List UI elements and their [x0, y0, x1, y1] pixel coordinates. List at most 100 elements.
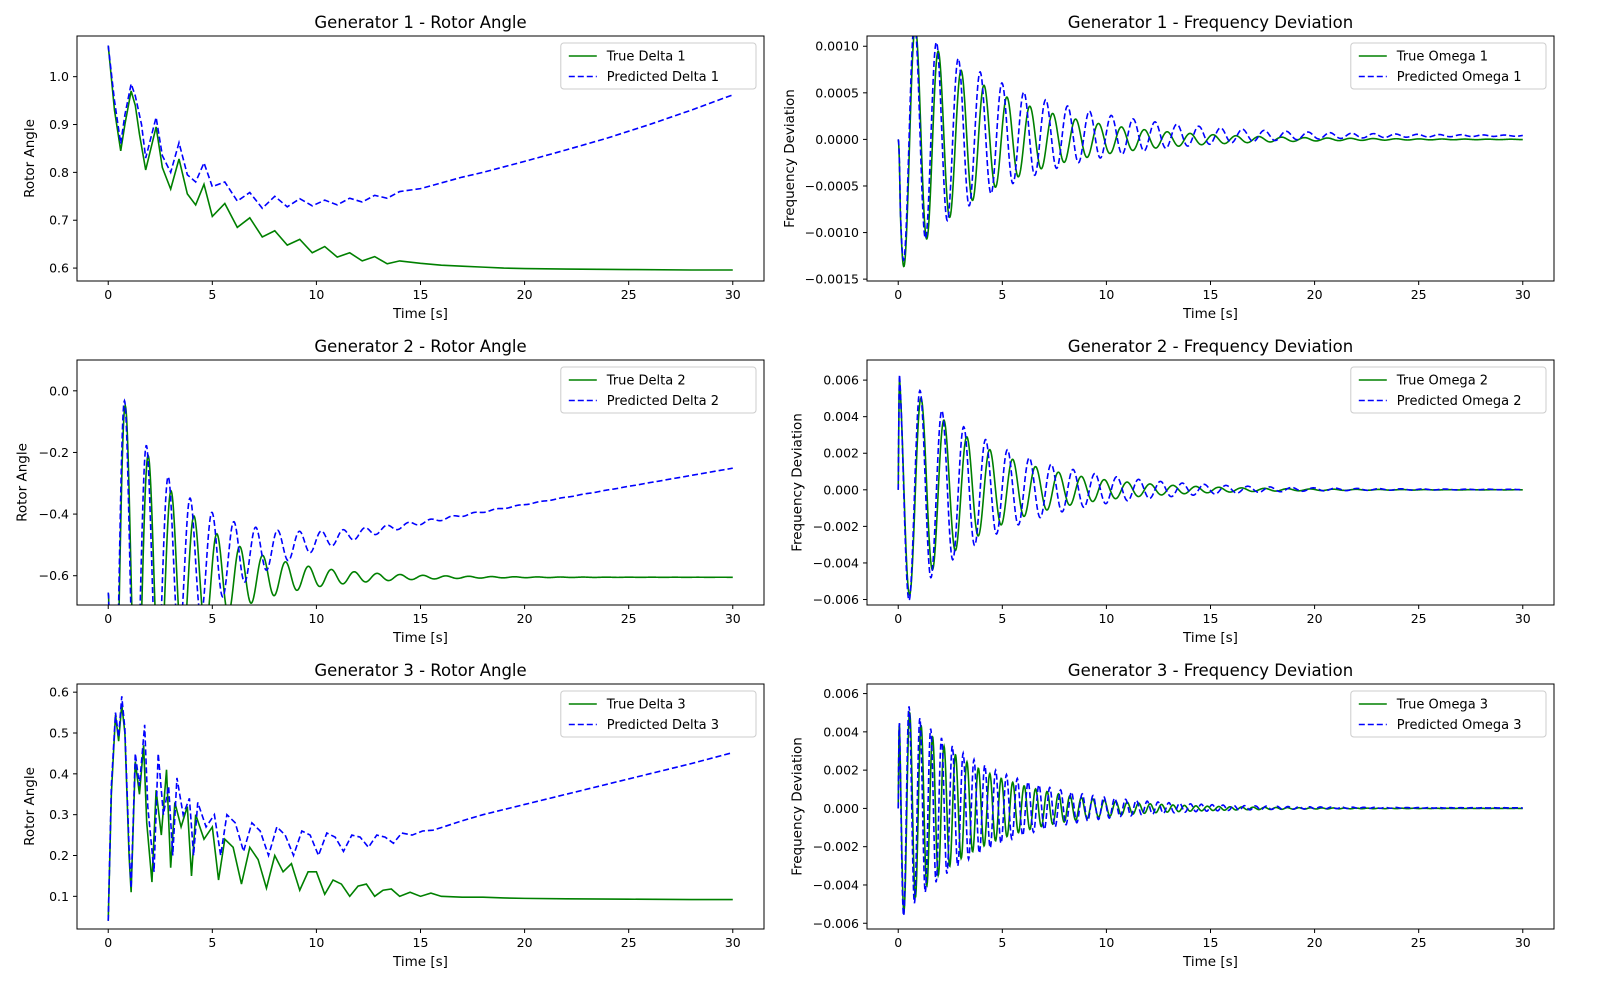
x-tick-label: 5	[208, 287, 216, 302]
x-tick-label: 20	[1307, 935, 1323, 950]
series-line-true	[897, 36, 1523, 268]
y-tick-label: 0.3	[49, 807, 69, 822]
plot-title: Generator 2 - Frequency Deviation	[1068, 337, 1353, 356]
x-tick-label: 5	[998, 287, 1006, 302]
x-tick-label: 5	[208, 935, 216, 950]
y-tick-label: 0.0010	[815, 39, 859, 54]
x-tick-label: 20	[1307, 611, 1323, 626]
x-tick-label: 25	[1411, 935, 1427, 950]
x-tick-label: 0	[104, 287, 112, 302]
legend-label: True Omega 1	[1396, 50, 1488, 65]
x-tick-label: 5	[998, 611, 1006, 626]
legend-label: Predicted Omega 2	[1397, 394, 1522, 409]
chart-panel-2: 0 5 10 15 20 25 30 −0.0015 −0.0010 −0.0005 0.0000 0…	[782, 13, 1555, 322]
y-tick-label: 0.002	[823, 763, 859, 778]
legend-label: Predicted Delta 1	[607, 70, 719, 85]
y-tick-label: −0.2	[39, 445, 69, 460]
legend-label: True Delta 2	[606, 374, 686, 389]
x-tick-label: 30	[1515, 287, 1531, 302]
y-tick-label: 0.7	[49, 213, 69, 228]
x-axis-label: Time [s]	[1182, 954, 1238, 970]
legend: True Omega 3 Predicted Omega 3	[1350, 690, 1547, 738]
y-tick-label: 0.0005	[815, 85, 859, 100]
y-tick-label: 0.0	[49, 383, 69, 398]
y-tick-label: 0.006	[823, 686, 859, 701]
x-tick-label: 30	[1515, 935, 1531, 950]
x-tick-label: 10	[1098, 287, 1114, 302]
x-axis-label: Time [s]	[392, 630, 448, 646]
legend: True Omega 1 Predicted Omega 1	[1350, 42, 1547, 90]
x-tick-label: 5	[208, 611, 216, 626]
x-tick-label: 10	[308, 935, 324, 950]
y-tick-label: −0.0005	[805, 178, 859, 193]
x-tick-label: 20	[1307, 287, 1323, 302]
y-tick-label: −0.006	[813, 592, 859, 607]
series-line-predicted	[107, 398, 733, 605]
x-tick-label: 20	[517, 935, 533, 950]
plot-title: Generator 3 - Frequency Deviation	[1068, 661, 1353, 680]
chart-panel-1: 0 5 10 15 20 25 30 0.6 0.7 0.8 0.9 1.0 Time [s] Rotor…	[22, 13, 765, 322]
x-axis-label: Time [s]	[392, 306, 448, 322]
x-tick-label: 25	[621, 935, 637, 950]
legend: True Delta 1 Predicted Delta 1	[560, 42, 757, 90]
x-tick-label: 10	[1098, 935, 1114, 950]
chart-panel-4: 0 5 10 15 20 25 30 −0.006 −0.004 −0.002 0.000 0.002…	[789, 337, 1555, 646]
y-axis-label: Frequency Deviation	[789, 413, 805, 552]
x-tick-label: 30	[725, 935, 741, 950]
y-tick-label: 0.000	[823, 482, 859, 497]
legend-box	[1350, 690, 1547, 738]
x-tick-label: 30	[725, 611, 741, 626]
y-tick-label: −0.002	[813, 839, 859, 854]
y-tick-label: −0.002	[813, 519, 859, 534]
x-tick-label: 5	[998, 935, 1006, 950]
x-axis-label: Time [s]	[1182, 306, 1238, 322]
y-tick-label: −0.4	[39, 507, 69, 522]
y-tick-label: 0.6	[49, 685, 69, 700]
legend-label: True Omega 3	[1396, 698, 1488, 713]
y-tick-label: −0.006	[813, 916, 859, 931]
legend-label: Predicted Omega 3	[1397, 718, 1522, 733]
plot-title: Generator 1 - Rotor Angle	[314, 13, 526, 32]
y-tick-label: 0.2	[49, 848, 69, 863]
x-tick-label: 30	[1515, 611, 1531, 626]
x-axis-label: Time [s]	[1182, 630, 1238, 646]
x-tick-label: 20	[517, 611, 533, 626]
legend-label: True Delta 1	[606, 50, 686, 65]
series-line-predicted	[897, 706, 1523, 916]
x-tick-label: 15	[1203, 287, 1219, 302]
x-tick-label: 10	[308, 287, 324, 302]
y-tick-label: 0.1	[49, 889, 69, 904]
legend-label: True Omega 2	[1396, 374, 1488, 389]
legend-box	[560, 690, 757, 738]
y-tick-label: 0.5	[49, 726, 69, 741]
legend: True Delta 2 Predicted Delta 2	[560, 366, 757, 414]
x-tick-label: 0	[894, 935, 902, 950]
series-line-predicted	[897, 374, 1523, 603]
y-tick-label: 0.004	[823, 724, 859, 739]
y-tick-label: 0.004	[823, 409, 859, 424]
series-line-predicted	[107, 696, 733, 921]
plot-title: Generator 1 - Frequency Deviation	[1068, 13, 1353, 32]
legend-box	[1350, 42, 1547, 90]
legend-label: Predicted Omega 1	[1397, 70, 1522, 85]
y-tick-label: 0.8	[49, 165, 69, 180]
y-tick-label: −0.0015	[805, 272, 859, 287]
legend-label: Predicted Delta 3	[607, 718, 719, 733]
series-line-true	[107, 403, 733, 605]
y-axis-label: Rotor Angle	[15, 443, 31, 522]
x-tick-label: 25	[1411, 611, 1427, 626]
chart-panel-5: 0 5 10 15 20 25 30 0.1 0.2 0.3 0.4 0.5 0.6 Time [s] Ro…	[22, 661, 765, 970]
y-tick-label: −0.0010	[805, 225, 859, 240]
x-tick-label: 10	[1098, 611, 1114, 626]
legend: True Delta 3 Predicted Delta 3	[560, 690, 757, 738]
x-tick-label: 0	[894, 611, 902, 626]
x-tick-label: 30	[725, 287, 741, 302]
legend-box	[560, 42, 757, 90]
y-axis-label: Frequency Deviation	[789, 737, 805, 876]
series-line-true	[897, 710, 1523, 915]
y-tick-label: −0.004	[813, 555, 859, 570]
x-tick-label: 25	[1411, 287, 1427, 302]
y-tick-label: 1.0	[49, 69, 69, 84]
series-line-predicted	[107, 45, 734, 210]
